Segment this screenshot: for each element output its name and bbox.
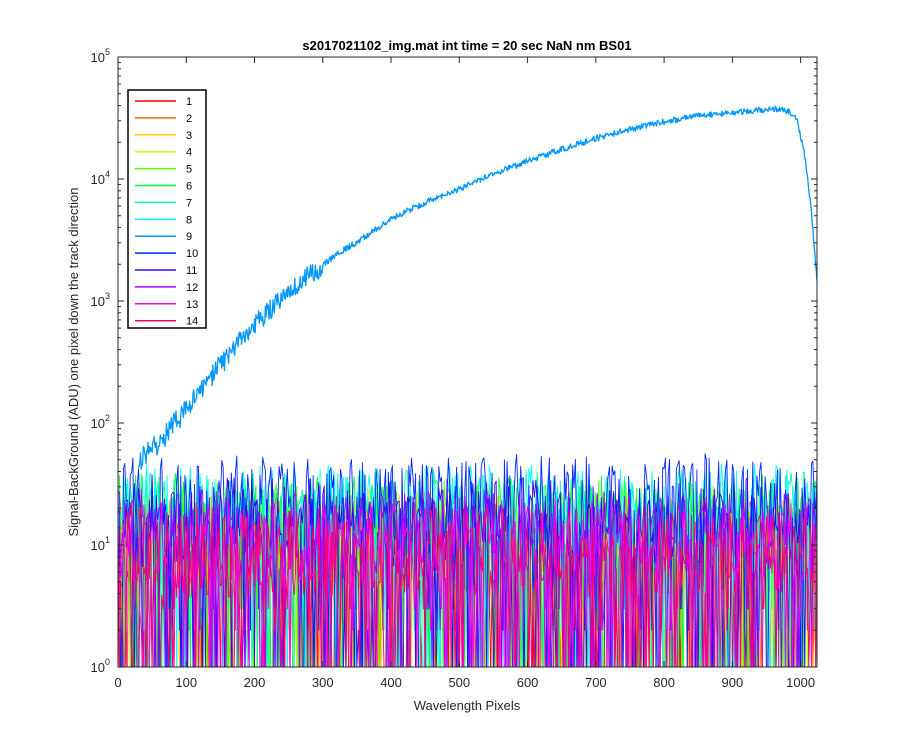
x-axis-label: Wavelength Pixels <box>414 698 521 713</box>
y-tick-label: 103 <box>91 291 110 309</box>
legend-label-11: 11 <box>186 265 197 277</box>
x-tick-label: 0 <box>114 675 121 690</box>
x-tick-label: 1000 <box>786 675 815 690</box>
x-tick-label: 500 <box>448 675 470 690</box>
series-line-14 <box>118 506 817 667</box>
series-line-9 <box>137 105 817 470</box>
y-tick-label-exponent: 1 <box>105 535 110 545</box>
y-tick-label-base: 10 <box>91 660 105 675</box>
legend-label-5: 5 <box>186 164 192 176</box>
x-tick-label: 300 <box>312 675 334 690</box>
x-tick-label: 200 <box>244 675 266 690</box>
y-tick-label-exponent: 5 <box>105 47 110 57</box>
y-tick-label-exponent: 3 <box>105 291 110 301</box>
legend-label-6: 6 <box>186 181 192 193</box>
legend-label-9: 9 <box>186 231 192 243</box>
y-tick-label: 100 <box>91 657 110 675</box>
y-tick-label-base: 10 <box>91 538 105 553</box>
plot-frame <box>117 56 818 668</box>
x-tick-label: 900 <box>722 675 744 690</box>
y-tick-label: 104 <box>91 169 110 187</box>
legend-label-8: 8 <box>186 214 192 226</box>
y-tick-label: 105 <box>91 47 110 65</box>
y-tick-label-exponent: 0 <box>105 657 110 667</box>
legend-label-7: 7 <box>186 197 192 209</box>
x-tick-label: 100 <box>175 675 197 690</box>
y-tick-label-exponent: 2 <box>105 413 110 423</box>
x-tick-label: 400 <box>380 675 402 690</box>
legend-label-10: 10 <box>186 248 198 260</box>
y-tick-label-base: 10 <box>91 50 105 65</box>
legend-label-4: 4 <box>186 147 192 159</box>
legend-label-12: 12 <box>186 282 198 294</box>
x-tick-label: 700 <box>585 675 607 690</box>
legend-label-3: 3 <box>186 130 192 142</box>
y-tick-label-base: 10 <box>91 294 105 309</box>
series-layer <box>118 105 817 667</box>
legend-label-1: 1 <box>186 96 192 108</box>
ticks-layer: 0 100 200 300 400 500 600 700 800 900 100010010110… <box>91 47 817 690</box>
legend-label-13: 13 <box>186 299 198 311</box>
legend-box <box>127 89 207 329</box>
y-tick-label-exponent: 4 <box>105 169 110 179</box>
y-tick-label-base: 10 <box>91 172 105 187</box>
y-tick-label: 102 <box>91 413 110 431</box>
x-tick-label: 800 <box>653 675 675 690</box>
legend-label-2: 2 <box>186 113 192 125</box>
chart-title: s2017021102_img.mat int time = 20 sec Na… <box>302 38 631 53</box>
y-axis-label: Signal-BackGround (ADU) one pixel down t… <box>66 187 81 536</box>
y-tick-label-base: 10 <box>91 416 105 431</box>
legend-label-14: 14 <box>186 316 198 328</box>
x-tick-label: 600 <box>517 675 539 690</box>
series-line-12 <box>118 489 817 667</box>
y-tick-label: 101 <box>91 535 110 553</box>
